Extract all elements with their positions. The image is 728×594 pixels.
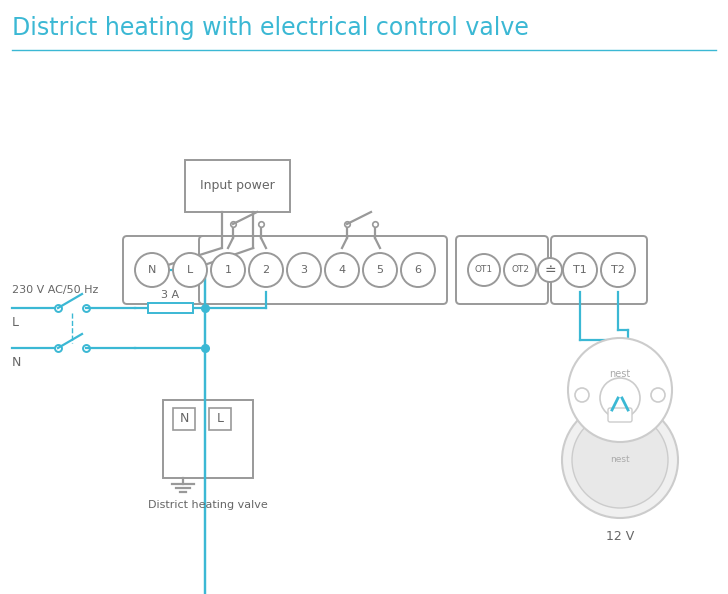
Text: L: L — [187, 265, 193, 275]
Text: L: L — [216, 412, 223, 425]
Circle shape — [287, 253, 321, 287]
Text: 5: 5 — [376, 265, 384, 275]
Text: N: N — [179, 412, 189, 425]
Circle shape — [538, 258, 562, 282]
Circle shape — [325, 253, 359, 287]
Circle shape — [601, 253, 635, 287]
Circle shape — [468, 254, 500, 286]
Text: N: N — [148, 265, 157, 275]
Text: T1: T1 — [573, 265, 587, 275]
Text: N: N — [12, 356, 21, 369]
Circle shape — [563, 253, 597, 287]
Text: nest: nest — [609, 369, 630, 379]
Text: L: L — [12, 317, 19, 330]
Text: T2: T2 — [611, 265, 625, 275]
Text: Input power: Input power — [200, 179, 275, 192]
Circle shape — [572, 412, 668, 508]
Circle shape — [562, 402, 678, 518]
Circle shape — [568, 338, 672, 442]
Text: 4: 4 — [339, 265, 346, 275]
FancyBboxPatch shape — [199, 236, 447, 304]
Circle shape — [504, 254, 536, 286]
Circle shape — [173, 253, 207, 287]
Circle shape — [211, 253, 245, 287]
Circle shape — [651, 388, 665, 402]
FancyBboxPatch shape — [123, 236, 219, 304]
Text: 230 V AC/50 Hz: 230 V AC/50 Hz — [12, 285, 98, 295]
Circle shape — [575, 388, 589, 402]
FancyBboxPatch shape — [551, 236, 647, 304]
Circle shape — [600, 378, 640, 418]
Text: 6: 6 — [414, 265, 422, 275]
FancyBboxPatch shape — [209, 408, 231, 430]
FancyBboxPatch shape — [163, 400, 253, 478]
Text: District heating valve: District heating valve — [148, 500, 268, 510]
Text: 3: 3 — [301, 265, 307, 275]
Text: OT2: OT2 — [511, 266, 529, 274]
Circle shape — [249, 253, 283, 287]
FancyBboxPatch shape — [456, 236, 548, 304]
Text: 1: 1 — [224, 265, 232, 275]
Text: District heating with electrical control valve: District heating with electrical control… — [12, 16, 529, 40]
FancyBboxPatch shape — [608, 408, 632, 422]
Text: 12 V: 12 V — [606, 530, 634, 543]
FancyBboxPatch shape — [185, 160, 290, 212]
Circle shape — [135, 253, 169, 287]
FancyBboxPatch shape — [148, 303, 193, 313]
Text: nest: nest — [610, 456, 630, 465]
Circle shape — [401, 253, 435, 287]
Text: ≐: ≐ — [545, 263, 555, 277]
Text: OT1: OT1 — [475, 266, 493, 274]
Text: 3 A: 3 A — [162, 290, 180, 300]
FancyBboxPatch shape — [173, 408, 195, 430]
Circle shape — [363, 253, 397, 287]
Text: 2: 2 — [262, 265, 269, 275]
